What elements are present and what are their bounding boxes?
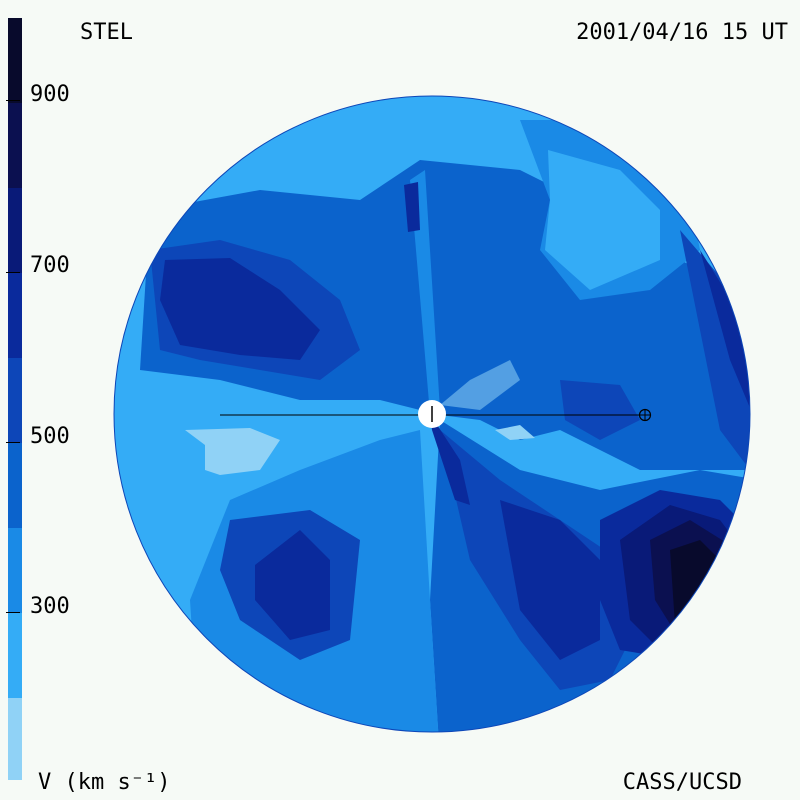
- contour-region: [404, 182, 420, 232]
- contour-region: [545, 150, 660, 290]
- colorbar-tick-label: 700: [30, 253, 70, 278]
- colorbar-segment: [8, 443, 22, 528]
- contour-region: [495, 425, 535, 440]
- colorbar-tick-label: 900: [30, 82, 70, 107]
- contour-region: [500, 500, 600, 660]
- colorbar-segment: [8, 528, 22, 613]
- map-boundary: [113, 95, 751, 733]
- colorbar-segment: [8, 18, 22, 103]
- colorbar-tick: [6, 612, 20, 614]
- colorbar-segment: [8, 358, 22, 443]
- velocity-colorbar: [8, 18, 22, 780]
- colorbar-tick: [6, 442, 20, 444]
- colorbar-segment: [8, 188, 22, 273]
- contour-region: [440, 360, 520, 410]
- colorbar-tick-label: 500: [30, 424, 70, 449]
- colorbar-segment: [8, 273, 22, 358]
- colorbar-segment: [8, 613, 22, 698]
- contour-region: [700, 250, 750, 420]
- credit-label: CASS/UCSD: [622, 770, 742, 795]
- contour-region: [410, 170, 440, 414]
- contour-region: [430, 414, 470, 505]
- contour-region: [560, 380, 640, 440]
- colorbar-tick: [6, 272, 20, 274]
- contour-region: [160, 258, 320, 360]
- velocity-contours: [114, 96, 750, 732]
- colorbar-segment: [8, 103, 22, 188]
- datetime-label: 2001/04/16 15 UT: [576, 20, 788, 45]
- contour-region: [185, 428, 280, 475]
- contour-region: [670, 540, 720, 625]
- contour-region: [255, 530, 330, 640]
- colorbar-tick: [6, 100, 20, 102]
- observatory-label: STEL: [80, 20, 133, 45]
- colorbar-segment: [8, 698, 22, 780]
- contour-region: [680, 230, 750, 470]
- velocity-unit-label: V (km s⁻¹): [38, 770, 171, 795]
- earth-symbol-icon: [638, 408, 652, 422]
- colorbar-tick-label: 300: [30, 594, 70, 619]
